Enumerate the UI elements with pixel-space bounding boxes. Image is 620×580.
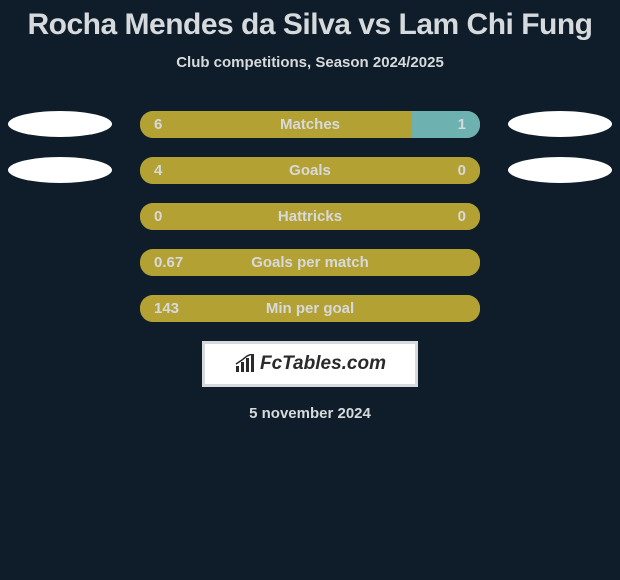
avatar-player1 [8,157,112,183]
stat-row: 61Matches [0,111,620,138]
stat-bar: 0.67Goals per match [140,249,480,276]
logo-text: FcTables.com [260,353,386,375]
logo-box: FcTables.com [202,341,418,387]
stat-row: 00Hattricks [0,203,620,230]
title-vs: vs [358,8,390,41]
stat-label: Hattricks [140,203,480,230]
stats-list: 61Matches 40Goals 00Hattricks 0.67Goals per… [0,111,620,322]
chart-icon [234,354,256,374]
stat-label: Min per goal [140,295,480,322]
page-title: Rocha Mendes da Silva vs Lam Chi Fung [0,0,620,42]
stat-bar: 143Min per goal [140,295,480,322]
avatar-player1 [8,111,112,137]
stat-row: 40Goals [0,157,620,184]
title-player2: Lam Chi Fung [399,8,593,41]
stat-label: Goals per match [140,249,480,276]
stat-row: 0.67Goals per match [0,249,620,276]
stat-bar: 61Matches [140,111,480,138]
title-player1: Rocha Mendes da Silva [28,8,351,41]
date-text: 5 november 2024 [0,405,620,422]
stat-bar: 00Hattricks [140,203,480,230]
stat-row: 143Min per goal [0,295,620,322]
comparison-infographic: Rocha Mendes da Silva vs Lam Chi Fung Cl… [0,0,620,580]
avatar-player2 [508,111,612,137]
stat-label: Matches [140,111,480,138]
subtitle: Club competitions, Season 2024/2025 [0,54,620,71]
stat-label: Goals [140,157,480,184]
avatar-player2 [508,157,612,183]
stat-bar: 40Goals [140,157,480,184]
